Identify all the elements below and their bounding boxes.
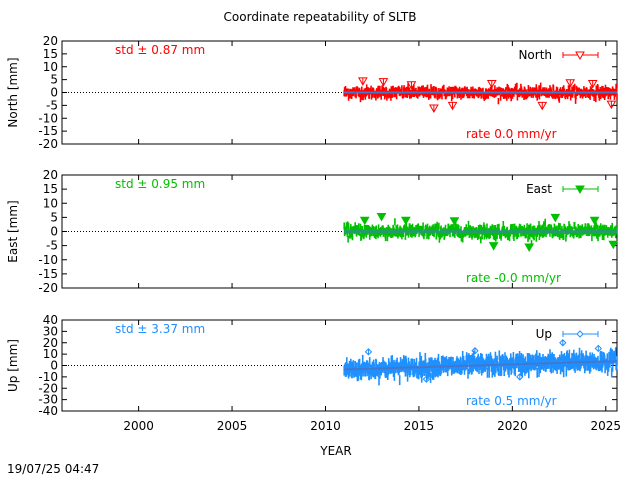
data-point [422, 375, 431, 383]
y-tick-label: 0 [50, 359, 58, 373]
y-tick-label: -40 [38, 404, 58, 418]
timestamp: 19/07/25 04:47 [7, 462, 99, 476]
data-point [587, 79, 598, 89]
x-tick-label: 2010 [310, 419, 341, 433]
y-axis-label: East [mm] [6, 200, 20, 262]
legend-label: East [526, 182, 552, 196]
data-point [606, 100, 617, 110]
y-tick-label: -20 [38, 281, 58, 295]
y-tick-label: 40 [43, 313, 58, 327]
y-tick-label: 0 [50, 86, 58, 100]
data-point [594, 344, 603, 353]
x-axis-tick-labels: 2000 2005 2010 2015 2020 2025 [123, 419, 621, 433]
y-axis-label: Up [mm] [6, 339, 20, 392]
std-label: std ± 3.37 mm [115, 322, 205, 336]
y-tick-label: -15 [38, 267, 58, 281]
trend-line [344, 360, 618, 371]
y-tick-label: 20 [43, 336, 58, 350]
data-point [550, 213, 561, 223]
y-tick-label: 10 [43, 347, 58, 361]
data-point [449, 217, 460, 226]
y-axis-label: North [mm] [6, 57, 20, 127]
y-tick-label: 0 [50, 225, 58, 239]
data-point [516, 373, 524, 381]
rate-label: rate 0.0 mm/yr [466, 127, 557, 141]
data-point [357, 77, 368, 86]
data-point [524, 243, 535, 253]
y-tick-label: 15 [43, 47, 58, 61]
y-tick-label: -10 [38, 253, 58, 267]
y-tick-label: 30 [43, 324, 58, 338]
data-point [364, 348, 373, 356]
data-point [559, 339, 567, 347]
x-tick-label: 2015 [404, 419, 435, 433]
data-point [406, 81, 417, 90]
data-point [608, 240, 619, 250]
error-bars [343, 218, 618, 247]
data-points-up [343, 339, 618, 386]
std-label: std ± 0.87 mm [115, 43, 205, 57]
y-tick-label: 5 [50, 73, 58, 87]
y-tick-label: -15 [38, 124, 58, 138]
y-tick-label: -5 [46, 98, 58, 112]
chart-title: Coordinate repeatability of SLTB [224, 10, 417, 24]
x-tick-label: 2005 [217, 419, 248, 433]
legend-label: North [518, 48, 552, 62]
y-tick-label: 20 [43, 34, 58, 48]
y-tick-label: -30 [38, 393, 58, 407]
y-tick-label: 5 [50, 210, 58, 224]
data-point [486, 79, 497, 89]
data-points-north [343, 77, 618, 113]
rate-label: rate -0.0 mm/yr [466, 271, 561, 285]
legend-label: Up [536, 327, 552, 341]
data-point [488, 242, 499, 251]
data-point [429, 104, 439, 113]
x-axis-label: YEAR [319, 444, 351, 458]
data-point [376, 213, 387, 222]
data-point [565, 79, 576, 88]
data-point [359, 216, 370, 226]
legend-marker [575, 51, 585, 61]
data-point [447, 101, 458, 111]
y-tick-label: -20 [38, 381, 58, 395]
y-tick-label: -5 [46, 239, 58, 253]
x-tick-label: 2025 [591, 419, 622, 433]
x-tick-label: 2020 [497, 419, 528, 433]
y-tick-label: -20 [38, 137, 58, 151]
x-tick-label: 2000 [123, 419, 154, 433]
data-point [537, 101, 548, 111]
data-point [378, 78, 389, 87]
rate-label: rate 0.5 mm/yr [466, 394, 557, 408]
data-point [589, 216, 600, 226]
y-tick-label: 15 [43, 182, 58, 196]
std-label: std ± 0.95 mm [115, 177, 205, 191]
y-tick-label: -10 [38, 111, 58, 125]
data-point [471, 347, 479, 355]
y-tick-label: 20 [43, 168, 58, 182]
y-tick-label: 10 [43, 196, 58, 210]
y-tick-label: -10 [38, 370, 58, 384]
y-tick-label: 10 [43, 60, 58, 74]
data-point [400, 216, 411, 226]
legend-marker [575, 185, 585, 195]
legend-marker [576, 330, 584, 338]
